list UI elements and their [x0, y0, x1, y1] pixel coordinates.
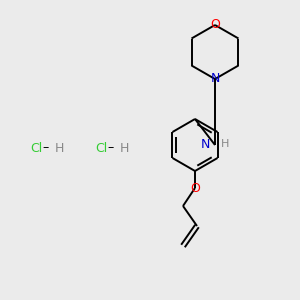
- Text: O: O: [210, 19, 220, 32]
- Text: Cl: Cl: [95, 142, 107, 154]
- Text: –: –: [43, 142, 49, 154]
- Text: N: N: [210, 73, 220, 85]
- Text: –: –: [108, 142, 114, 154]
- Text: H: H: [120, 142, 129, 154]
- Text: O: O: [190, 182, 200, 194]
- Text: Cl: Cl: [30, 142, 42, 154]
- Text: H: H: [221, 139, 230, 149]
- Text: N: N: [201, 139, 210, 152]
- Text: H: H: [55, 142, 64, 154]
